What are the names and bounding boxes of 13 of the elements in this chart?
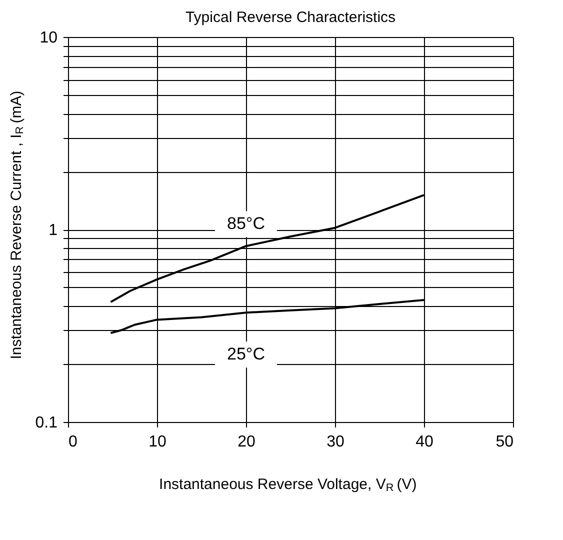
x-tick-label: 0: [68, 434, 78, 450]
x-tick-label: 40: [416, 434, 434, 450]
x-tick-label: 50: [496, 434, 514, 450]
y-tick-label: 10: [40, 30, 58, 46]
series-label: 85°C: [227, 214, 265, 234]
chart-title: Typical Reverse Characteristics: [185, 9, 396, 26]
y-axis-title: Instantaneous Reverse Current , IR (mA): [8, 90, 26, 360]
x-tick-label: 30: [326, 434, 344, 450]
x-tick-label: 10: [148, 434, 166, 450]
y-tick-label: 1: [48, 222, 58, 239]
series-label: 25°C: [227, 344, 265, 364]
x-tick-label: 20: [238, 434, 256, 450]
y-tick-label: 0.1: [35, 414, 58, 432]
